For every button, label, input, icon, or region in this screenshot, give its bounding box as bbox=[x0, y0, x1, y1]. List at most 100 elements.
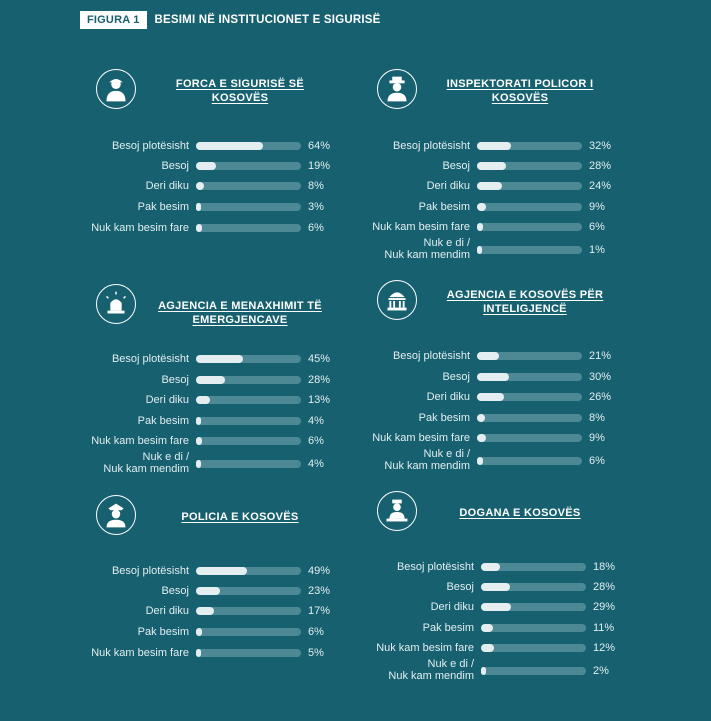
bar bbox=[477, 162, 507, 170]
government-building-icon bbox=[377, 280, 417, 320]
category-label: Besoj plotësisht bbox=[111, 565, 189, 577]
bar-track bbox=[477, 434, 582, 442]
bar bbox=[196, 182, 205, 190]
bar-track bbox=[196, 162, 301, 170]
bar-track bbox=[196, 417, 301, 425]
category-label: Nuk kam besim fare bbox=[376, 642, 474, 654]
bar bbox=[481, 624, 493, 632]
category-label: Besoj bbox=[161, 585, 189, 597]
category-label: Deri diku bbox=[426, 391, 470, 403]
bar bbox=[196, 142, 264, 150]
bar bbox=[477, 393, 505, 401]
value-label: 28% bbox=[589, 160, 612, 172]
category-label: Nuk kam besim fare bbox=[372, 432, 470, 444]
category-label: Nuk e di / Nuk kam mendim bbox=[384, 237, 470, 261]
category-label: Deri diku bbox=[426, 180, 470, 192]
category-label: Nuk e di / Nuk kam mendim bbox=[388, 658, 474, 682]
category-label: Deri diku bbox=[145, 180, 189, 192]
value-label: 45% bbox=[308, 353, 331, 365]
bar bbox=[196, 628, 203, 636]
bar-track bbox=[477, 457, 582, 465]
siren-icon bbox=[96, 284, 136, 324]
category-label: Nuk e di / Nuk kam mendim bbox=[384, 448, 470, 472]
bar bbox=[481, 644, 494, 652]
figure-title: BESIMI NË INSTITUCIONET E SIGURISË bbox=[154, 14, 381, 26]
bar bbox=[477, 414, 486, 422]
bar-track bbox=[477, 246, 582, 254]
soldier-icon bbox=[96, 69, 136, 109]
bar-track bbox=[481, 624, 586, 632]
value-label: 8% bbox=[308, 180, 324, 192]
bar bbox=[477, 182, 503, 190]
category-label: Besoj bbox=[442, 371, 470, 383]
value-label: 6% bbox=[308, 435, 324, 447]
bar-track bbox=[196, 649, 301, 657]
bar-track bbox=[477, 203, 582, 211]
category-label: Deri diku bbox=[430, 601, 474, 613]
inspector-icon bbox=[377, 69, 417, 109]
bar-track bbox=[481, 583, 586, 591]
bar-track bbox=[481, 603, 586, 611]
category-label: Besoj bbox=[446, 581, 474, 593]
value-label: 21% bbox=[589, 350, 612, 362]
value-label: 26% bbox=[589, 391, 612, 403]
category-label: Deri diku bbox=[145, 394, 189, 406]
bar bbox=[477, 457, 484, 465]
value-label: 9% bbox=[589, 201, 605, 213]
police-officer-icon bbox=[96, 495, 136, 535]
bar-track bbox=[477, 223, 582, 231]
bar bbox=[196, 376, 226, 384]
value-label: 17% bbox=[308, 605, 331, 617]
category-label: Besoj plotësisht bbox=[392, 350, 470, 362]
bar bbox=[196, 355, 244, 363]
bar-track bbox=[196, 567, 301, 575]
bar-track bbox=[196, 607, 301, 615]
value-label: 3% bbox=[308, 201, 324, 213]
bar-track bbox=[196, 203, 301, 211]
bar bbox=[481, 603, 512, 611]
bar bbox=[196, 224, 203, 232]
bar-track bbox=[196, 182, 301, 190]
category-label: Deri diku bbox=[145, 605, 189, 617]
bar-track bbox=[196, 628, 301, 636]
category-label: Besoj bbox=[442, 160, 470, 172]
bar-track bbox=[196, 224, 301, 232]
value-label: 32% bbox=[589, 140, 612, 152]
bar-track bbox=[477, 352, 582, 360]
category-label: Pak besim bbox=[137, 626, 189, 638]
value-label: 9% bbox=[589, 432, 605, 444]
value-label: 29% bbox=[593, 601, 616, 613]
category-label: Besoj plotësisht bbox=[111, 140, 189, 152]
value-label: 23% bbox=[308, 585, 331, 597]
chart-title: POLICIA E KOSOVËS bbox=[181, 511, 299, 523]
bar bbox=[196, 649, 202, 657]
chart-title: INSPEKTORATI POLICOR I KOSOVËS bbox=[446, 78, 594, 104]
category-label: Nuk kam besim fare bbox=[372, 221, 470, 233]
bar-track bbox=[481, 563, 586, 571]
value-label: 4% bbox=[308, 458, 324, 470]
value-label: 2% bbox=[593, 665, 609, 677]
bar-track bbox=[481, 644, 586, 652]
value-label: 11% bbox=[593, 622, 615, 634]
value-label: 4% bbox=[308, 415, 324, 427]
bar-track bbox=[196, 376, 301, 384]
figure-badge: FIGURA 1 bbox=[80, 11, 147, 29]
category-label: Pak besim bbox=[137, 415, 189, 427]
category-label: Nuk kam besim fare bbox=[91, 435, 189, 447]
bar-track bbox=[196, 587, 301, 595]
value-label: 28% bbox=[308, 374, 331, 386]
value-label: 30% bbox=[589, 371, 612, 383]
bar-track bbox=[481, 667, 586, 675]
bar bbox=[477, 142, 511, 150]
bar bbox=[196, 396, 210, 404]
bar-track bbox=[196, 396, 301, 404]
customs-officer-icon bbox=[377, 491, 417, 531]
bar bbox=[196, 203, 201, 211]
chart-title: AGJENCIA E MENAXHIMIT TË EMERGJENCAVE bbox=[158, 300, 322, 326]
bar-track bbox=[477, 414, 582, 422]
bar-track bbox=[196, 355, 301, 363]
chart-title: DOGANA E KOSOVËS bbox=[459, 507, 581, 519]
figure-header: FIGURA 1 BESIMI NË INSTITUCIONET E SIGUR… bbox=[80, 11, 381, 29]
bar bbox=[477, 352, 500, 360]
value-label: 28% bbox=[593, 581, 616, 593]
